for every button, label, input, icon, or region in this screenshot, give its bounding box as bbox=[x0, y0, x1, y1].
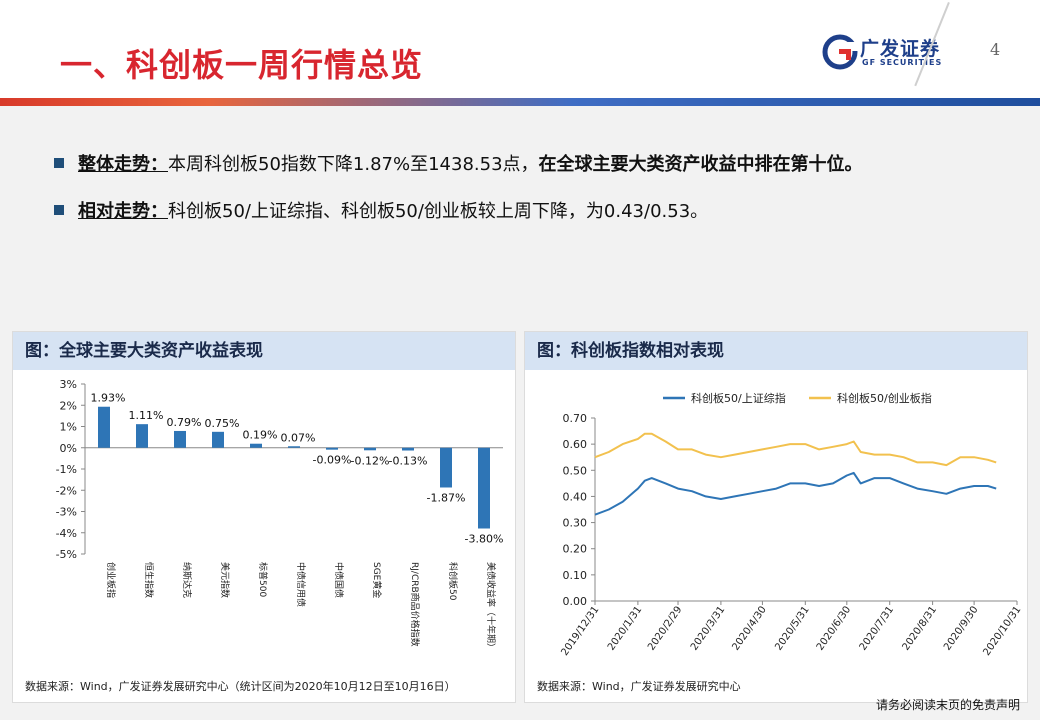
y-tick-label: 2% bbox=[60, 399, 77, 412]
data-label: -0.12% bbox=[351, 454, 390, 467]
y-tick-label: 0.30 bbox=[563, 517, 588, 530]
x-tick-label: 2020/6/30 bbox=[815, 604, 853, 652]
bar bbox=[98, 406, 110, 448]
category-label: 创业板指 bbox=[105, 562, 117, 598]
bar bbox=[478, 447, 490, 529]
y-tick-label: 3% bbox=[60, 378, 77, 391]
page-number: 4 bbox=[990, 40, 1001, 59]
legend-label: 科创板50/创业板指 bbox=[837, 391, 932, 405]
bar bbox=[440, 447, 452, 488]
data-label: -0.09% bbox=[313, 454, 352, 467]
data-label: 0.79% bbox=[167, 416, 202, 429]
relative-performance-panel: 图：科创板指数相对表现 科创板50/上证综指 科创板50/创业板指 0.70 0.60… bbox=[524, 331, 1028, 703]
bar bbox=[174, 430, 186, 448]
data-label: 1.93% bbox=[91, 392, 126, 405]
y-tick-label: 0.20 bbox=[563, 543, 588, 556]
bar bbox=[250, 443, 262, 448]
x-tick-label: 2019/12/31 bbox=[559, 604, 601, 658]
category-label: RJ/CRB商品价格指数 bbox=[409, 562, 421, 647]
y-tick-label: -3% bbox=[56, 506, 77, 519]
disclaimer: 请务必阅读末页的免责声明 bbox=[875, 698, 1020, 712]
category-label: 标普500 bbox=[257, 562, 269, 597]
y-tick-label: 0% bbox=[60, 442, 77, 455]
bullet-text: 本周科创板50指数下降1.87%至1438.53点， bbox=[168, 154, 539, 175]
y-tick-label: 0.10 bbox=[563, 569, 588, 582]
bar bbox=[288, 446, 300, 448]
x-tick-label: 2020/2/29 bbox=[646, 604, 684, 652]
y-tick-label: 0.00 bbox=[563, 595, 588, 608]
logo-text-en: GF SECURITIES bbox=[862, 58, 943, 67]
category-label: 中债国债 bbox=[333, 562, 345, 598]
bullet-label: 整体走势： bbox=[78, 154, 168, 175]
bar bbox=[326, 447, 338, 450]
gf-logo: 广发证券 GF SECURITIES bbox=[822, 32, 952, 72]
bar bbox=[136, 424, 148, 448]
bar bbox=[402, 447, 414, 451]
logo-text-cn: 广发证券 bbox=[860, 38, 941, 60]
bar bbox=[212, 431, 224, 448]
y-tick-label: -4% bbox=[56, 527, 77, 540]
bar bbox=[364, 447, 376, 451]
x-tick-label: 2020/7/31 bbox=[858, 604, 896, 652]
y-tick-label: 0.70 bbox=[563, 412, 588, 425]
asset-returns-title: 图：全球主要大类资产收益表现 bbox=[13, 332, 515, 370]
y-tick-label: 0.60 bbox=[563, 438, 588, 451]
data-label: 1.11% bbox=[129, 409, 164, 422]
bullet-label: 相对走势： bbox=[78, 201, 168, 222]
data-label: -1.87% bbox=[427, 491, 466, 504]
y-tick-label: 1% bbox=[60, 421, 77, 434]
page-title: 一、科创板一周行情总览 bbox=[60, 46, 424, 84]
category-label: 中债信用债 bbox=[295, 562, 307, 607]
y-tick-label: 0.50 bbox=[563, 464, 588, 477]
bullet-relative-trend: 相对走势：科创板50/上证综指、科创板50/创业板较上周下降，为0.43/0.5… bbox=[54, 197, 708, 223]
header-color-bar bbox=[0, 98, 1040, 106]
x-tick-label: 2020/10/31 bbox=[981, 604, 1023, 658]
x-tick-label: 2020/4/30 bbox=[730, 604, 768, 652]
bullet-bold-text: 在全球主要大类资产收益中排在第十位。 bbox=[538, 154, 863, 175]
series-line bbox=[594, 432, 997, 467]
data-label: 0.19% bbox=[243, 429, 278, 442]
y-tick-label: -5% bbox=[56, 548, 77, 561]
asset-returns-source: 数据来源：Wind，广发证券发展研究中心（统计区间为2020年10月12日至10… bbox=[25, 680, 456, 693]
category-label: 美债收益率（十年期） bbox=[485, 562, 497, 652]
data-label: -3.80% bbox=[465, 533, 504, 546]
category-label: SGE黄金 bbox=[371, 562, 383, 598]
data-label: -0.13% bbox=[389, 455, 428, 468]
bullet-square-icon bbox=[54, 205, 64, 215]
asset-returns-chart: 3% 2% 1% 0% -1% -2% -3% -4% -5% 1.93% 创业板指 1.11% 恒生指… bbox=[56, 378, 504, 652]
relative-performance-source: 数据来源：Wind，广发证券发展研究中心 bbox=[537, 680, 741, 693]
relative-performance-chart: 科创板50/上证综指 科创板50/创业板指 0.70 0.60 0.50 0.40 0.30… bbox=[559, 391, 1023, 658]
category-label: 纳斯达克 bbox=[181, 562, 193, 598]
data-label: 0.75% bbox=[205, 417, 240, 430]
category-label: 科创板50 bbox=[447, 562, 459, 601]
category-label: 美元指数 bbox=[219, 562, 231, 598]
asset-returns-panel: 图：全球主要大类资产收益表现 3% 2% 1% 0% -1% -2% -3% -4% -5% 1.… bbox=[12, 331, 516, 703]
data-label: 0.07% bbox=[281, 431, 316, 444]
y-tick-label: -1% bbox=[56, 463, 77, 476]
x-tick-label: 2020/3/31 bbox=[689, 604, 727, 652]
relative-performance-title: 图：科创板指数相对表现 bbox=[525, 332, 1027, 370]
y-tick-label: 0.40 bbox=[563, 490, 588, 503]
x-tick-label: 2020/5/31 bbox=[773, 604, 811, 652]
y-tick-label: -2% bbox=[56, 484, 77, 497]
bullet-text: 科创板50/上证综指、科创板50/创业板较上周下降，为0.43/0.53。 bbox=[168, 201, 709, 222]
gf-logo-icon bbox=[822, 34, 858, 70]
x-tick-label: 2020/1/31 bbox=[606, 604, 644, 652]
category-label: 恒生指数 bbox=[143, 562, 155, 598]
series-line bbox=[594, 471, 997, 516]
x-tick-label: 2020/9/30 bbox=[942, 604, 980, 652]
x-tick-label: 2020/8/31 bbox=[901, 604, 939, 652]
bullet-overall-trend: 整体走势：本周科创板50指数下降1.87%至1438.53点，在全球主要大类资产… bbox=[54, 150, 863, 176]
bullet-square-icon bbox=[54, 158, 64, 168]
legend-label: 科创板50/上证综指 bbox=[691, 391, 786, 405]
